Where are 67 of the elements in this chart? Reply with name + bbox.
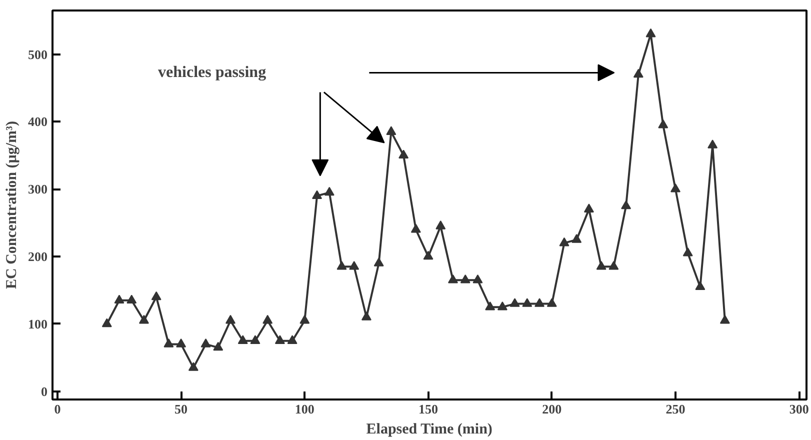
- point: [312, 190, 322, 199]
- point: [522, 298, 532, 307]
- point: [176, 338, 186, 348]
- point: [349, 260, 360, 270]
- point: [114, 294, 124, 304]
- point: [274, 335, 285, 344]
- point: [546, 298, 557, 307]
- point: [374, 258, 384, 266]
- point: [102, 318, 112, 328]
- x-tick-label: 100: [294, 402, 314, 416]
- y-tick-label: 500: [28, 46, 48, 62]
- point: [720, 314, 730, 324]
- point: [695, 281, 706, 290]
- x-tick-label: 50: [174, 402, 188, 416]
- point: [300, 314, 310, 324]
- point: [534, 298, 545, 307]
- y-tick-label: 100: [28, 316, 48, 332]
- y-tick-label: 200: [28, 249, 48, 264]
- x-tick-label: 150: [418, 402, 438, 416]
- x-tick-label: 200: [542, 402, 562, 416]
- point: [423, 250, 434, 260]
- point: [436, 220, 446, 230]
- point: [225, 314, 236, 324]
- x-tick-label: 0: [54, 402, 61, 416]
- annotation: vehicles passing: [158, 64, 266, 82]
- y-tick-label: 400: [28, 114, 48, 130]
- point: [287, 335, 298, 344]
- point: [584, 204, 594, 212]
- y-axis-title: EC Concentration (μg/m³): [4, 121, 20, 289]
- point: [572, 234, 582, 243]
- point: [151, 291, 162, 300]
- point: [596, 260, 606, 270]
- x-tick-label: 250: [666, 402, 686, 416]
- point: [559, 237, 570, 246]
- point: [336, 260, 347, 270]
- point: [448, 274, 458, 284]
- y-tick-label: 0: [41, 384, 48, 399]
- point: [633, 68, 644, 78]
- point: [324, 186, 334, 196]
- point: [164, 338, 174, 348]
- point: [126, 294, 137, 304]
- point: [621, 200, 632, 210]
- point: [238, 335, 248, 344]
- point: [138, 314, 149, 324]
- point: [410, 224, 421, 233]
- point: [188, 362, 198, 371]
- point: [262, 314, 273, 324]
- point: [608, 260, 619, 270]
- point: [386, 126, 396, 135]
- point: [472, 274, 483, 284]
- point: [510, 298, 520, 307]
- point: [497, 301, 508, 310]
- point: [682, 248, 693, 256]
- point: [200, 338, 211, 348]
- x-axis-title: Elapsed Time (min): [366, 422, 492, 438]
- point: [708, 140, 718, 148]
- point: [646, 28, 656, 38]
- y-tick-label: 300: [28, 182, 48, 197]
- point: [398, 150, 409, 159]
- point: [670, 183, 680, 192]
- point: [250, 335, 260, 344]
- point: [658, 119, 668, 128]
- point: [460, 274, 470, 284]
- point: [485, 301, 496, 310]
- point: [213, 342, 224, 351]
- point: [361, 312, 372, 320]
- x-tick-label: 300: [789, 402, 809, 416]
